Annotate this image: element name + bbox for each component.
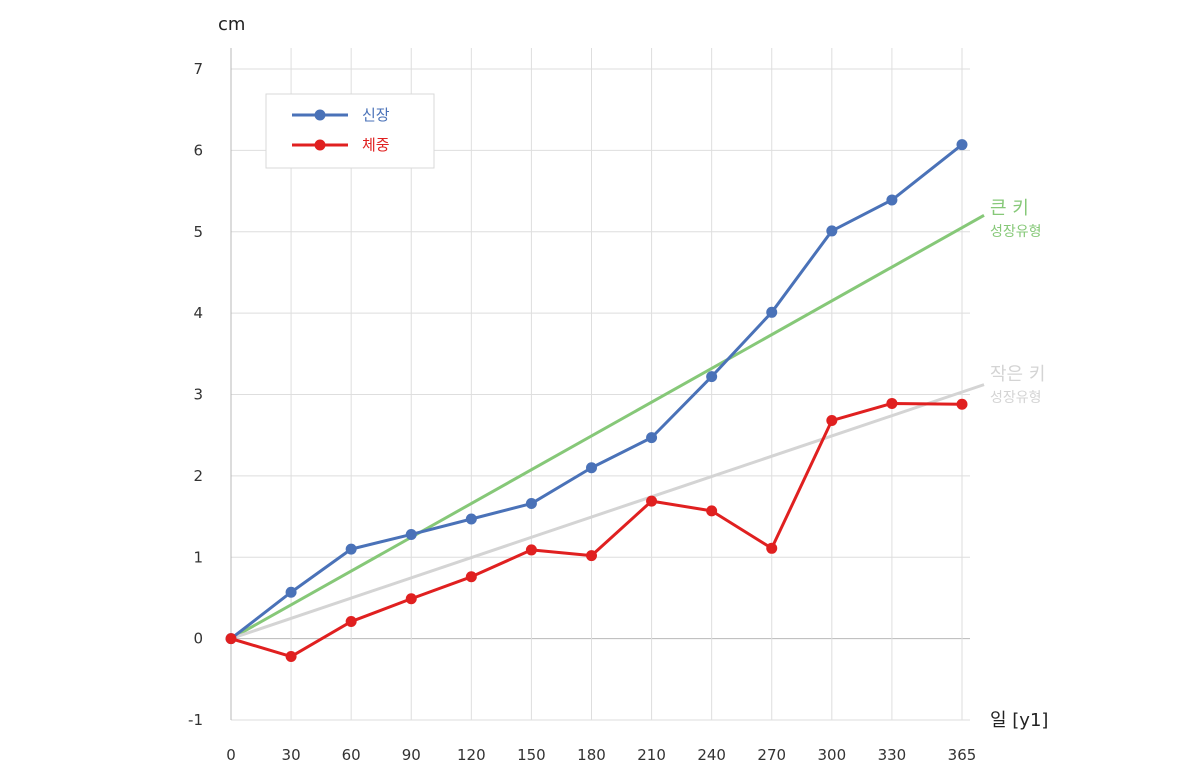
legend-box (265, 93, 435, 169)
x-tick-label: 0 (226, 746, 236, 764)
data-point (826, 415, 838, 427)
legend-label: 체중 (362, 136, 390, 154)
data-series (225, 139, 968, 663)
data-point (826, 225, 838, 237)
data-point (345, 616, 357, 628)
data-point (345, 543, 357, 555)
data-point (405, 528, 417, 540)
x-tick-label: 180 (577, 746, 606, 764)
legend-label: 신장 (362, 106, 390, 124)
data-point (646, 432, 658, 444)
reference-line (230, 383, 985, 641)
x-tick-label: 90 (402, 746, 421, 764)
reference-line (230, 213, 985, 640)
data-point (405, 593, 417, 605)
reference-line-subtitle: 성장유형 (990, 224, 1042, 240)
series-line-2 (230, 401, 963, 659)
data-point (465, 571, 477, 583)
y-tick-label: 6 (193, 141, 203, 159)
y-tick-label: 1 (193, 548, 203, 566)
data-point (706, 371, 718, 383)
x-tick-label: 150 (517, 746, 546, 764)
data-point (465, 513, 477, 525)
series-line-1 (230, 143, 963, 640)
legend-swatch-marker (314, 109, 326, 121)
reference-line-title: 큰 키 (990, 198, 1029, 219)
y-tick-label: 3 (193, 386, 203, 404)
data-point (766, 306, 778, 318)
data-point (585, 550, 597, 562)
data-point (585, 462, 597, 474)
data-point (285, 586, 297, 598)
data-point (886, 194, 898, 206)
x-tick-label: 270 (757, 746, 786, 764)
x-tick-label: 300 (818, 746, 847, 764)
x-axis-unit: 일 [y1] (990, 710, 1048, 731)
tick-labels: -1 0 1 2 3 4 5 6 7 0 30 60 90 120 150 180 210 240 270 300 33… (188, 60, 976, 764)
legend-swatch-marker (314, 139, 326, 151)
x-tick-label: 210 (637, 746, 666, 764)
x-tick-label: 60 (342, 746, 361, 764)
y-tick-label: 2 (193, 467, 203, 485)
data-point (706, 505, 718, 517)
data-point (766, 542, 778, 554)
data-point (525, 498, 537, 510)
data-point (646, 495, 658, 507)
data-point (225, 633, 237, 645)
data-point (525, 544, 537, 556)
y-tick-label: 4 (193, 304, 203, 322)
y-tick-label: 5 (193, 223, 203, 241)
data-point (886, 397, 898, 409)
x-tick-label: 330 (878, 746, 907, 764)
y-tick-label: -1 (188, 711, 203, 729)
y-tick-label: 7 (193, 60, 203, 78)
reference-line-title: 작은 키 (990, 364, 1045, 385)
data-point (956, 398, 968, 410)
x-tick-label: 240 (697, 746, 726, 764)
y-tick-label: 0 (193, 630, 203, 648)
data-point (285, 651, 297, 663)
reference-line-subtitle: 성장유형 (990, 390, 1042, 406)
data-point (956, 139, 968, 151)
y-axis-unit: cm (218, 14, 245, 35)
x-tick-label: 30 (282, 746, 301, 764)
x-tick-label: 365 (948, 746, 977, 764)
x-tick-label: 120 (457, 746, 486, 764)
